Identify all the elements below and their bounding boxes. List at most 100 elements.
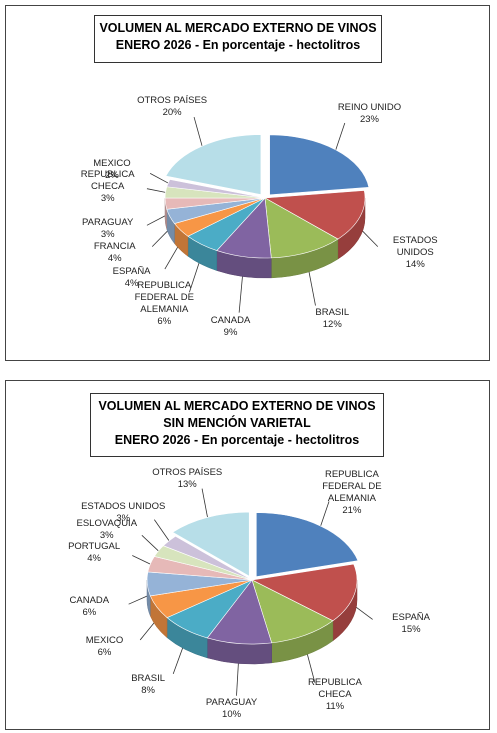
category-label: PARAGUAY (81, 216, 134, 228)
title-box: VOLUMEN AL MERCADO EXTERNO DE VINOS SIN … (90, 393, 384, 457)
leader-line (359, 228, 379, 247)
value-label: 23% (359, 113, 379, 125)
data-label: REPUBLICA CHECA 11% (291, 677, 379, 713)
value-label: 15% (401, 623, 421, 635)
category-label: PARAGUAY (205, 697, 258, 709)
leader-line (335, 122, 346, 150)
leader-line (149, 173, 169, 184)
leader-line (154, 519, 170, 542)
data-label: OTROS PAÍSES 20% (137, 95, 207, 119)
category-label: ESTADOS UNIDOS (81, 500, 166, 512)
value-label: 2% (105, 170, 119, 182)
category-label: CANADA (69, 594, 110, 606)
data-label: REPUBLICA FEDERAL DE ALEMANIA 21% (308, 469, 396, 517)
data-label: REPUBLICA FEDERAL DE ALEMANIA 6% (120, 280, 208, 328)
value-label: 9% (223, 327, 238, 339)
data-label: BRASIL 8% (131, 673, 165, 697)
category-label: REPUBLICA FEDERAL DE ALEMANIA (322, 469, 382, 505)
pie-slice (165, 134, 262, 195)
category-label: BRASIL (315, 307, 350, 319)
chart-subtitle: ENERO 2026 - En porcentaje - hectolitros (114, 433, 360, 447)
value-label: 3% (99, 530, 114, 542)
chart-title: VOLUMEN AL MERCADO EXTERNO DE VINOS (98, 399, 376, 413)
pie-slice (264, 197, 339, 259)
value-label: 11% (325, 700, 345, 712)
title-box: VOLUMEN AL MERCADO EXTERNO DE VINOS ENER… (94, 15, 382, 63)
value-label: 12% (322, 319, 342, 331)
value-label: 6% (82, 606, 97, 618)
value-label: 10% (222, 709, 242, 721)
value-label: 4% (87, 552, 101, 564)
leader-line (141, 534, 159, 552)
data-label: PARAGUAY 3% (82, 217, 133, 241)
category-label: MEXICO (85, 634, 124, 646)
category-label: REPUBLICA FEDERAL DE ALEMANIA (134, 280, 194, 316)
leader-line (146, 188, 166, 193)
category-label: CANADA (210, 315, 251, 327)
chart-subtitle: ENERO 2026 - En porcentaje - hectolitros (115, 38, 361, 52)
pie-slice (251, 563, 358, 622)
category-label: BRASIL (131, 672, 165, 684)
value-label: 3% (116, 512, 131, 524)
data-label: REINO UNIDO 23% (338, 102, 401, 126)
value-label: 3% (100, 193, 115, 205)
data-label: MEXICO 2% (93, 158, 130, 182)
data-label: ESLOVAQUIA 3% (76, 518, 137, 542)
data-label: REPUBLICA CHECA 3% (64, 169, 152, 205)
leader-line (128, 595, 148, 605)
data-label: CANADA 9% (211, 315, 251, 339)
category-label: OTROS PAÍSES (152, 467, 223, 479)
pie-slice (269, 134, 370, 196)
pie-slice (162, 535, 253, 581)
pie-slice (166, 179, 266, 199)
data-label: ESPAÑA 4% (113, 266, 151, 290)
category-label: MEXICO (93, 158, 131, 170)
category-label: ESPAÑA (392, 611, 430, 623)
category-label: ESPAÑA (112, 266, 151, 277)
value-label: 4% (124, 278, 139, 289)
leader-line (193, 116, 203, 147)
leader-line (151, 228, 171, 247)
data-label: PORTUGAL 4% (68, 541, 120, 565)
value-label: 3% (100, 228, 115, 240)
value-label: 6% (97, 646, 112, 658)
value-label: 6% (157, 316, 172, 328)
data-label: OTROS PAÍSES 13% (152, 467, 222, 491)
category-label: REINO UNIDO (337, 101, 402, 113)
category-label: REPUBLICA CHECA (80, 169, 135, 193)
leader-line (132, 555, 151, 565)
value-label: 20% (162, 107, 182, 119)
value-label: 14% (405, 258, 425, 270)
layer (146, 134, 370, 645)
value-label: 8% (141, 684, 155, 696)
data-label: ESTADOS UNIDOS 3% (81, 501, 165, 525)
category-label: PORTUGAL (68, 540, 121, 552)
value-label: 21% (342, 505, 362, 517)
chart-title: SIN MENCIÓN VARIETAL (163, 416, 311, 430)
value-label: 13% (177, 479, 197, 491)
category-label: FRANCIA (93, 240, 136, 252)
value-label: 4% (107, 252, 122, 264)
pie-slice (263, 190, 366, 240)
pie-slice (251, 579, 334, 644)
data-label: FRANCIA 4% (94, 241, 136, 265)
leader-line (201, 488, 208, 518)
category-label: OTROS PAÍSES (137, 95, 208, 107)
leader-line (320, 501, 330, 527)
category-label: REPUBLICA CHECA (308, 676, 362, 700)
leader-line (146, 215, 166, 226)
pie-slice (255, 512, 359, 577)
data-label: CANADA 6% (70, 595, 110, 619)
leader-line (354, 605, 373, 620)
pie-slice (172, 511, 250, 577)
data-label: MEXICO 6% (86, 635, 123, 659)
category-label: ESTADOS UNIDOS (392, 234, 438, 258)
data-label: ESTADOS UNIDOS 14% (374, 235, 456, 271)
data-label: ESPAÑA 15% (392, 612, 430, 636)
data-label: BRASIL 12% (315, 307, 349, 331)
data-label: PARAGUAY 10% (206, 697, 257, 721)
chart-title: VOLUMEN AL MERCADO EXTERNO DE VINOS (99, 21, 377, 35)
category-label: ESLOVAQUIA (76, 518, 138, 530)
